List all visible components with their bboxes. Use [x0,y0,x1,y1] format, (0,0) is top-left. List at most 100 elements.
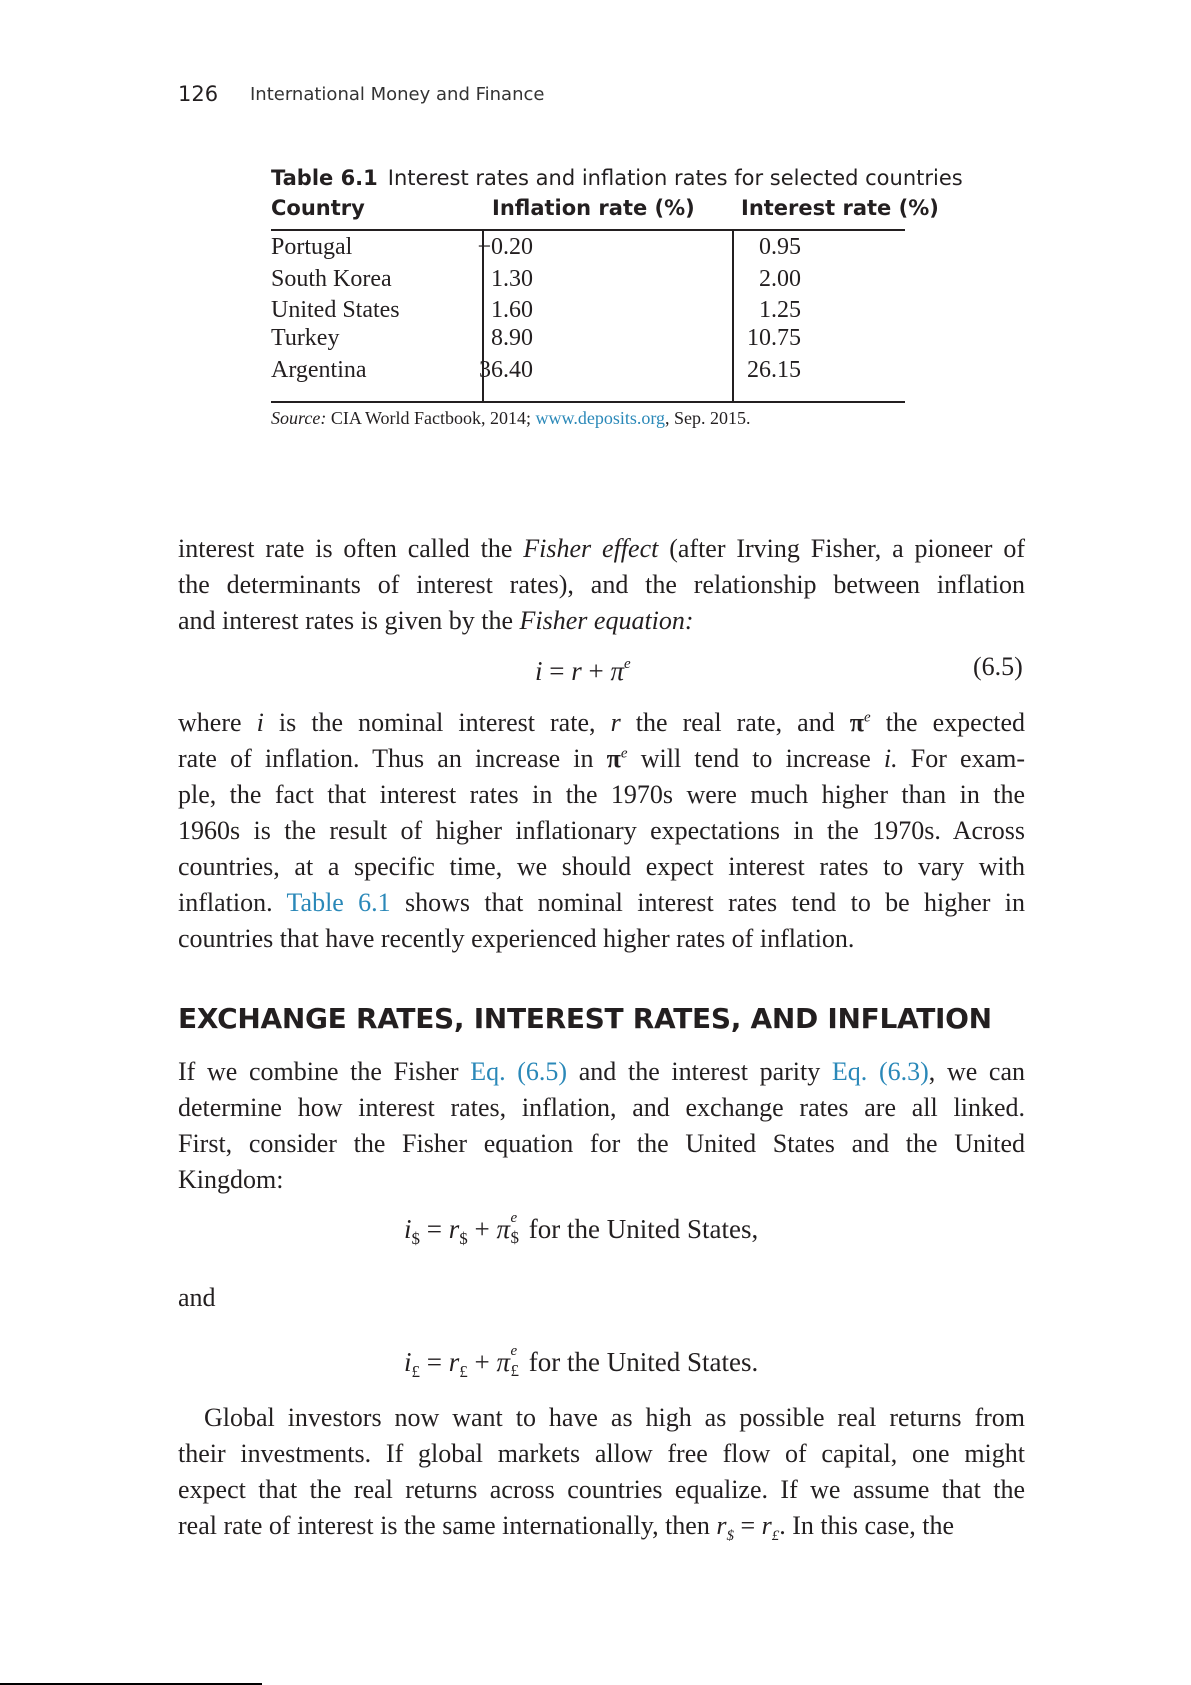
cell-interest-rate: 26.15 [747,357,801,383]
paragraph-global-investors: Global investors now want to have as hig… [178,1400,1025,1544]
paragraph-fisher-explanation: where i is the nominal interest rate, r … [178,705,1025,957]
text-segment: countries, at a specific time, we should… [178,852,1025,881]
text-segment: 1960s is the result of higher inflationa… [178,816,1025,845]
text-segment: the determinants of interest rates), and… [178,570,1025,599]
source-link[interactable]: www.deposits.org [535,408,666,428]
cell-inflation-rate: 8.90 [491,325,533,351]
column-divider [732,230,734,402]
text-segment: i [256,708,264,737]
column-header-interest: Interest rate (%) [741,196,939,220]
text-segment: the expected [870,708,1025,737]
text-line: If we combine the Fisher Eq. (6.5) and t… [178,1054,1025,1090]
text-line: inflation. Table 6.1 shows that nominal … [178,885,1025,921]
text-segment: i. [883,744,898,773]
eq-symbol-pi: π [610,656,625,686]
text-line: Kingdom: [178,1162,1025,1198]
eq-equals: = [426,1347,442,1377]
column-divider [482,230,484,402]
eq-symbol-r: r [571,656,582,686]
running-title: International Money and Finance [250,84,545,105]
data-table: Table 6.1 Interest rates and inflation ra… [271,166,963,428]
eq-subscript: $ [411,1229,421,1248]
cell-country: South Korea [271,266,392,292]
page-number: 126 [178,82,219,106]
text-segment: determine how interest rates, inflation,… [178,1093,1025,1122]
text-segment: their investments. If global markets all… [178,1439,1025,1468]
source-text-end: , Sep. 2015. [665,408,751,428]
table-source: Source: CIA World Factbook, 2014; www.de… [271,408,751,429]
eq-superscript-e: e [510,1210,518,1226]
eq-plus: + [474,1214,490,1244]
text-line: and interest rates is given by the Fishe… [178,603,1025,639]
text-segment: e [864,709,871,726]
text-line: countries, at a specific time, we should… [178,849,1025,885]
cell-inflation-rate: −0.20 [477,234,533,260]
text-segment: Fisher effect [523,534,659,563]
equation-uk: i£ = r£ + π e £ for the United States. [404,1343,759,1382]
eq-equals: = [549,656,565,686]
text-line: interest rate is often called the Fisher… [178,531,1025,567]
text-segment: First, consider the Fisher equation for … [178,1129,1025,1158]
eq-symbol-pi: π [496,1347,511,1377]
text-segment: , we can [928,1057,1026,1086]
source-text: CIA World Factbook, 2014; [326,408,536,428]
text-segment: inflation. [178,888,287,917]
text-segment: expect that the real returns across coun… [178,1475,1025,1504]
text-segment: and interest rates is given by the [178,606,520,635]
eq-superscript-e: e [624,656,631,672]
eq-symbol-pi: π [496,1214,511,1244]
cross-reference-link[interactable]: Eq. (6.5) [470,1057,568,1086]
eq-superscript-e: e [510,1343,518,1359]
text-segment: r [716,1511,727,1540]
text-segment: r [610,708,621,737]
cell-inflation-rate: 1.30 [491,266,533,292]
text-line: countries that have recently experienced… [178,921,1025,957]
eq-subscript: £ [459,1362,468,1381]
cell-country: United States [271,297,400,323]
eq-text: for the United States. [522,1347,759,1377]
text-segment: Kingdom: [178,1165,284,1194]
text-segment: (after Irving Fisher, a pioneer of [658,534,1025,563]
footer-rule [0,1683,262,1685]
cell-interest-rate: 2.00 [759,266,801,292]
paragraph-fisher-effect: interest rate is often called the Fisher… [178,531,1025,639]
text-segment: $ [726,1528,734,1545]
cell-interest-rate: 0.95 [759,234,801,260]
text-segment: π [606,744,621,773]
text-segment: ple, the fact that interest rates in the… [178,780,1025,809]
text-segment: will tend to increase [627,744,884,773]
text-segment: = [733,1511,762,1540]
text-line: Global investors now want to have as hig… [178,1400,1025,1436]
eq-symbol-r: r [448,1214,460,1244]
text-segment: the real rate, and [620,708,850,737]
text-segment: shows that nominal interest rates tend t… [390,888,1026,917]
cell-country: Turkey [271,325,340,351]
text-segment: π [849,708,865,737]
text-line: expect that the real returns across coun… [178,1472,1025,1508]
column-header-inflation: Inflation rate (%) [492,196,695,220]
eq-subscript: £ [411,1362,421,1381]
cell-country: Argentina [271,357,367,383]
cross-reference-link[interactable]: Eq. (6.3) [831,1057,929,1086]
text-segment: rate of inflation. Thus an increase in [178,744,607,773]
table-bottom-rule [271,401,905,403]
eq-symbol-i: i [404,1347,412,1377]
eq-symbol-i: i [535,656,543,686]
text-line: 1960s is the result of higher inflationa… [178,813,1025,849]
source-label: Source: [271,408,327,428]
equation-number: (6.5) [973,652,1023,681]
text-segment: Global investors now want to have as hig… [178,1403,1025,1432]
text-segment: £ [771,1528,780,1545]
text-segment: If we combine the Fisher [178,1057,471,1086]
table-caption: Table 6.1 Interest rates and inflation ra… [271,166,963,190]
eq-symbol-r: r [448,1347,460,1377]
column-header-country: Country [271,196,365,220]
text-segment: interest rate is often called the [178,534,524,563]
text-segment: r [761,1511,772,1540]
text-segment: where [178,708,257,737]
text-segment: e [620,745,628,762]
cross-reference-link[interactable]: Table 6.1 [286,888,391,917]
text-segment: countries that have recently experienced… [178,924,855,953]
eq-symbol-i: i [404,1214,412,1244]
eq-subscript: $ [510,1228,520,1247]
